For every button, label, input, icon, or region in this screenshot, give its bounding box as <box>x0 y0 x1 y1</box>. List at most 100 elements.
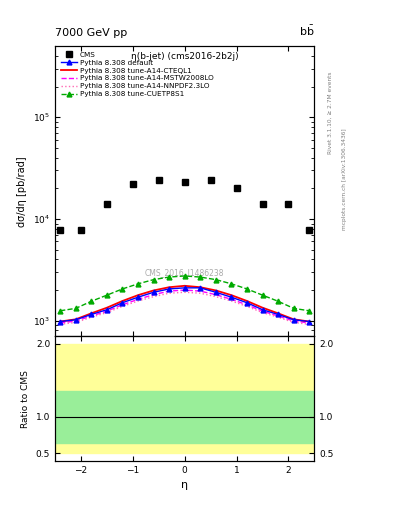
Pythia 8.308 tune-A14-CTEQL1 <box>73 316 78 323</box>
Pythia 8.308 tune-A14-NNPDF2.3LO <box>136 298 140 304</box>
Pythia 8.308 tune-A14-MSTW2008LO <box>213 292 218 298</box>
Pythia 8.308 tune-A14-CTEQL1 <box>198 284 203 290</box>
Pythia 8.308 tune-CUETP8S1 <box>167 274 171 280</box>
Pythia 8.308 tune-A14-NNPDF2.3LO <box>58 321 62 327</box>
Pythia 8.308 tune-A14-CTEQL1 <box>307 318 312 325</box>
Pythia 8.308 tune-A14-NNPDF2.3LO <box>105 309 109 315</box>
Text: b$\bar{\rm b}$: b$\bar{\rm b}$ <box>299 24 314 38</box>
Text: mcplots.cern.ch [arXiv:1306.3436]: mcplots.cern.ch [arXiv:1306.3436] <box>342 129 347 230</box>
X-axis label: η: η <box>181 480 188 490</box>
Legend: CMS, Pythia 8.308 default, Pythia 8.308 tune-A14-CTEQL1, Pythia 8.308 tune-A14-M: CMS, Pythia 8.308 default, Pythia 8.308 … <box>59 50 215 99</box>
CMS <box>208 177 213 183</box>
Pythia 8.308 tune-CUETP8S1 <box>307 308 312 314</box>
Y-axis label: dσ/dη [pb/rad]: dσ/dη [pb/rad] <box>17 156 28 226</box>
Pythia 8.308 tune-A14-MSTW2008LO <box>73 318 78 324</box>
Pythia 8.308 tune-A14-MSTW2008LO <box>58 320 62 326</box>
Pythia 8.308 tune-A14-CTEQL1 <box>167 284 171 290</box>
Pythia 8.308 tune-A14-NNPDF2.3LO <box>167 290 171 296</box>
Pythia 8.308 default <box>89 311 94 317</box>
CMS <box>105 201 109 207</box>
Pythia 8.308 default <box>244 300 249 306</box>
CMS <box>307 227 312 233</box>
Pythia 8.308 tune-A14-NNPDF2.3LO <box>291 319 296 326</box>
Pythia 8.308 tune-CUETP8S1 <box>120 286 125 292</box>
Pythia 8.308 default <box>198 285 203 291</box>
Pythia 8.308 tune-A14-MSTW2008LO <box>89 313 94 319</box>
Pythia 8.308 tune-CUETP8S1 <box>260 292 265 298</box>
Pythia 8.308 tune-A14-MSTW2008LO <box>167 288 171 294</box>
Pythia 8.308 tune-A14-CTEQL1 <box>291 316 296 323</box>
Pythia 8.308 tune-CUETP8S1 <box>151 276 156 283</box>
Pythia 8.308 tune-A14-CTEQL1 <box>151 287 156 293</box>
Pythia 8.308 tune-A14-MSTW2008LO <box>120 302 125 308</box>
Pythia 8.308 tune-A14-MSTW2008LO <box>229 296 234 303</box>
Pythia 8.308 default <box>182 285 187 291</box>
Pythia 8.308 tune-CUETP8S1 <box>182 273 187 279</box>
Pythia 8.308 tune-A14-MSTW2008LO <box>151 292 156 298</box>
Pythia 8.308 tune-A14-CTEQL1 <box>58 318 62 325</box>
Pythia 8.308 tune-A14-NNPDF2.3LO <box>244 303 249 309</box>
Line: Pythia 8.308 default: Pythia 8.308 default <box>58 285 312 324</box>
Pythia 8.308 default <box>58 318 62 325</box>
Pythia 8.308 tune-A14-MSTW2008LO <box>291 318 296 324</box>
Pythia 8.308 tune-A14-MSTW2008LO <box>105 308 109 314</box>
CMS <box>79 227 83 233</box>
Pythia 8.308 tune-CUETP8S1 <box>58 308 62 314</box>
Pythia 8.308 tune-A14-CTEQL1 <box>89 310 94 316</box>
Pythia 8.308 tune-A14-NNPDF2.3LO <box>307 321 312 327</box>
Pythia 8.308 tune-A14-CTEQL1 <box>136 292 140 298</box>
Pythia 8.308 tune-CUETP8S1 <box>213 276 218 283</box>
CMS <box>260 201 265 207</box>
Pythia 8.308 tune-A14-CTEQL1 <box>105 305 109 311</box>
Pythia 8.308 tune-A14-NNPDF2.3LO <box>229 298 234 304</box>
Pythia 8.308 tune-A14-CTEQL1 <box>244 298 249 304</box>
Pythia 8.308 default <box>307 318 312 325</box>
Pythia 8.308 tune-A14-NNPDF2.3LO <box>213 293 218 300</box>
Pythia 8.308 tune-CUETP8S1 <box>229 281 234 287</box>
CMS <box>130 181 135 187</box>
Pythia 8.308 tune-A14-MSTW2008LO <box>244 302 249 308</box>
Bar <box>55 344 314 454</box>
CMS <box>234 185 239 191</box>
Pythia 8.308 tune-A14-NNPDF2.3LO <box>276 314 281 321</box>
Pythia 8.308 tune-A14-NNPDF2.3LO <box>198 290 203 296</box>
Pythia 8.308 default <box>120 300 125 306</box>
Text: CMS_2016_I1486238: CMS_2016_I1486238 <box>145 268 224 277</box>
Pythia 8.308 tune-A14-CTEQL1 <box>276 310 281 316</box>
Pythia 8.308 tune-CUETP8S1 <box>89 298 94 304</box>
Pythia 8.308 tune-A14-NNPDF2.3LO <box>182 289 187 295</box>
Pythia 8.308 tune-A14-CTEQL1 <box>120 298 125 304</box>
Pythia 8.308 tune-A14-MSTW2008LO <box>198 288 203 294</box>
Pythia 8.308 tune-CUETP8S1 <box>136 281 140 287</box>
CMS <box>286 201 291 207</box>
Pythia 8.308 tune-A14-MSTW2008LO <box>260 308 265 314</box>
Pythia 8.308 default <box>105 307 109 313</box>
Pythia 8.308 tune-A14-MSTW2008LO <box>182 287 187 293</box>
Pythia 8.308 tune-CUETP8S1 <box>276 298 281 304</box>
Text: Rivet 3.1.10, ≥ 2.7M events: Rivet 3.1.10, ≥ 2.7M events <box>328 71 333 154</box>
Pythia 8.308 default <box>213 289 218 295</box>
Pythia 8.308 default <box>136 294 140 300</box>
Pythia 8.308 tune-CUETP8S1 <box>105 292 109 298</box>
Text: η(b-jet) (cms2016-2b2j): η(b-jet) (cms2016-2b2j) <box>131 52 239 61</box>
Pythia 8.308 tune-A14-NNPDF2.3LO <box>120 303 125 309</box>
Pythia 8.308 tune-A14-CTEQL1 <box>182 283 187 289</box>
CMS <box>156 177 161 183</box>
Pythia 8.308 default <box>73 317 78 323</box>
Text: 7000 GeV pp: 7000 GeV pp <box>55 28 127 38</box>
Pythia 8.308 tune-A14-MSTW2008LO <box>276 313 281 319</box>
Pythia 8.308 tune-A14-CTEQL1 <box>260 305 265 311</box>
Pythia 8.308 tune-A14-MSTW2008LO <box>136 296 140 303</box>
Pythia 8.308 tune-A14-NNPDF2.3LO <box>260 309 265 315</box>
Line: Pythia 8.308 tune-CUETP8S1: Pythia 8.308 tune-CUETP8S1 <box>58 273 312 313</box>
Line: Pythia 8.308 tune-A14-CTEQL1: Pythia 8.308 tune-A14-CTEQL1 <box>60 286 309 322</box>
Pythia 8.308 default <box>167 286 171 292</box>
Y-axis label: Ratio to CMS: Ratio to CMS <box>21 370 30 428</box>
Pythia 8.308 default <box>291 317 296 323</box>
Pythia 8.308 tune-CUETP8S1 <box>198 274 203 280</box>
Pythia 8.308 default <box>260 307 265 313</box>
Line: Pythia 8.308 tune-A14-MSTW2008LO: Pythia 8.308 tune-A14-MSTW2008LO <box>60 290 309 323</box>
Pythia 8.308 default <box>151 289 156 295</box>
Pythia 8.308 default <box>229 294 234 300</box>
Pythia 8.308 default <box>276 311 281 317</box>
